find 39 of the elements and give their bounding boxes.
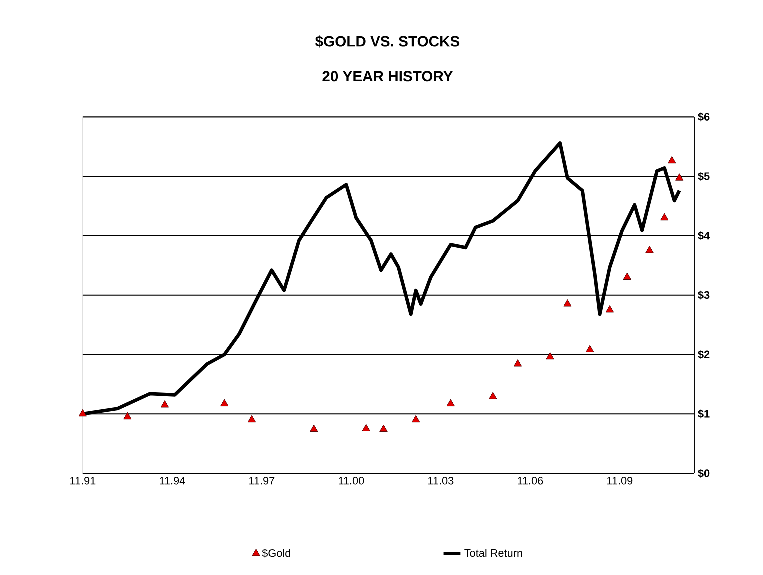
point — [412, 415, 420, 423]
point — [606, 306, 614, 313]
x-tick-label: 11.03 — [428, 477, 454, 485]
y-tick-label: $1 — [698, 410, 710, 419]
point — [362, 424, 370, 432]
x-tick-label: 11.06 — [518, 477, 544, 485]
point — [514, 360, 522, 367]
y-tick-label: $6 — [698, 112, 710, 122]
chart-title: $GOLD VS. STOCKS — [316, 36, 460, 48]
chart-subtitle: 20 YEAR HISTORY — [322, 71, 454, 82]
y-tick-label: $2 — [698, 350, 710, 360]
point — [78, 410, 88, 417]
point — [380, 424, 388, 432]
x-tick-label: 11.91 — [70, 477, 96, 485]
point — [564, 300, 572, 307]
point — [623, 272, 632, 280]
y-tick-label: $4 — [698, 232, 710, 240]
legend-label: Total Return — [464, 549, 522, 558]
x-tick-label: 11.09 — [608, 477, 633, 485]
point — [675, 174, 684, 181]
point — [646, 246, 654, 254]
y-tick-label: $3 — [698, 291, 710, 300]
point — [220, 399, 229, 407]
point — [586, 345, 594, 353]
point — [310, 424, 318, 432]
point — [248, 415, 256, 423]
point — [546, 352, 554, 360]
point — [660, 214, 669, 221]
y-tick-label: $0 — [698, 469, 710, 478]
point — [446, 399, 455, 407]
x-tick-label: 11.00 — [339, 477, 364, 485]
legend-label: $Gold — [262, 549, 290, 558]
x-tick-label: 11.97 — [250, 477, 275, 485]
point — [668, 156, 676, 164]
y-tick-label: $5 — [698, 172, 710, 182]
point — [160, 400, 170, 408]
point — [124, 412, 132, 420]
point — [489, 392, 498, 400]
x-tick-label: 11.94 — [160, 477, 186, 485]
